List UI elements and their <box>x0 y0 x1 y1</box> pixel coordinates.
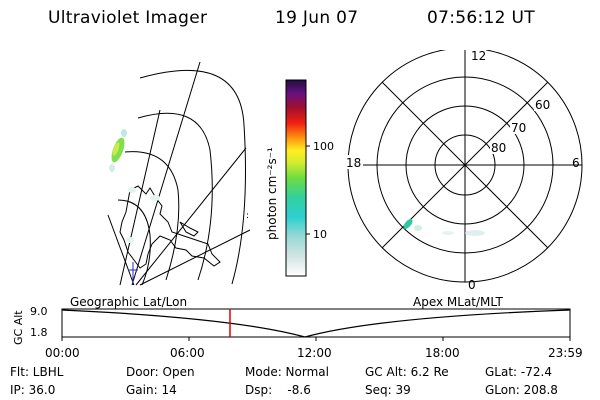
gc-alt-info: GC Alt: 6.2 Re <box>365 365 449 379</box>
geographic-label: Geographic Lat/Lon <box>70 295 188 309</box>
glat-info: GLat: -72.4 <box>485 365 552 379</box>
lat-label-60: 60 <box>535 98 550 112</box>
mlt-label-18: 18 <box>346 156 361 170</box>
svg-text::: : <box>246 211 249 221</box>
mode-info: Mode: Normal <box>245 365 329 379</box>
x-tick-label: 23:59 <box>548 346 583 360</box>
ip-info: IP: 36.0 <box>10 383 56 397</box>
colorbar-tick: 10 <box>313 228 327 241</box>
y-tick-label: 9.0 <box>30 305 48 318</box>
polar-plot: 12 18 6 0 60 70 80 <box>345 50 583 292</box>
mlt-label-0: 0 <box>468 278 476 292</box>
mlt-label-6: 6 <box>572 156 580 170</box>
colorbar-tick: 100 <box>313 140 334 153</box>
lat-label-80: 80 <box>491 141 506 155</box>
colorbar-label: photon cm⁻²s⁻¹ <box>265 147 279 240</box>
altitude-track <box>61 309 571 338</box>
x-tick-label: 00:00 <box>45 346 80 360</box>
mlt-label-12: 12 <box>471 50 486 63</box>
glon-info: GLon: 208.8 <box>485 383 558 397</box>
timeline-axis-title: GC Alt <box>12 310 25 345</box>
coastline <box>119 185 221 269</box>
door-info: Door: Open <box>126 365 195 379</box>
x-tick-label: 06:00 <box>170 346 205 360</box>
aurora-emission <box>403 219 413 229</box>
colorbar-scale <box>285 79 307 277</box>
altitude-timeline: GC Alt 9.0 1.8 <box>12 305 571 345</box>
x-tick-label: 18:00 <box>425 346 460 360</box>
geographic-map: : <box>107 61 251 286</box>
apex-label: Apex MLat/MLT <box>413 295 503 309</box>
seq-info: Seq: 39 <box>365 383 411 397</box>
colorbar: 100 10 photon cm⁻²s⁻¹ <box>265 79 334 277</box>
y-tick-label: 1.8 <box>30 326 48 339</box>
filter-info: Flt: LBHL <box>10 365 64 379</box>
dsp-info: Dsp: -8.6 <box>245 383 311 397</box>
x-tick-label: 12:00 <box>297 346 332 360</box>
lat-label-70: 70 <box>511 121 526 135</box>
time-label: 07:56:12 UT <box>427 8 535 28</box>
date-label: 19 Jun 07 <box>275 8 359 28</box>
app-title: Ultraviolet Imager <box>48 8 208 28</box>
gain-info: Gain: 14 <box>126 383 177 397</box>
